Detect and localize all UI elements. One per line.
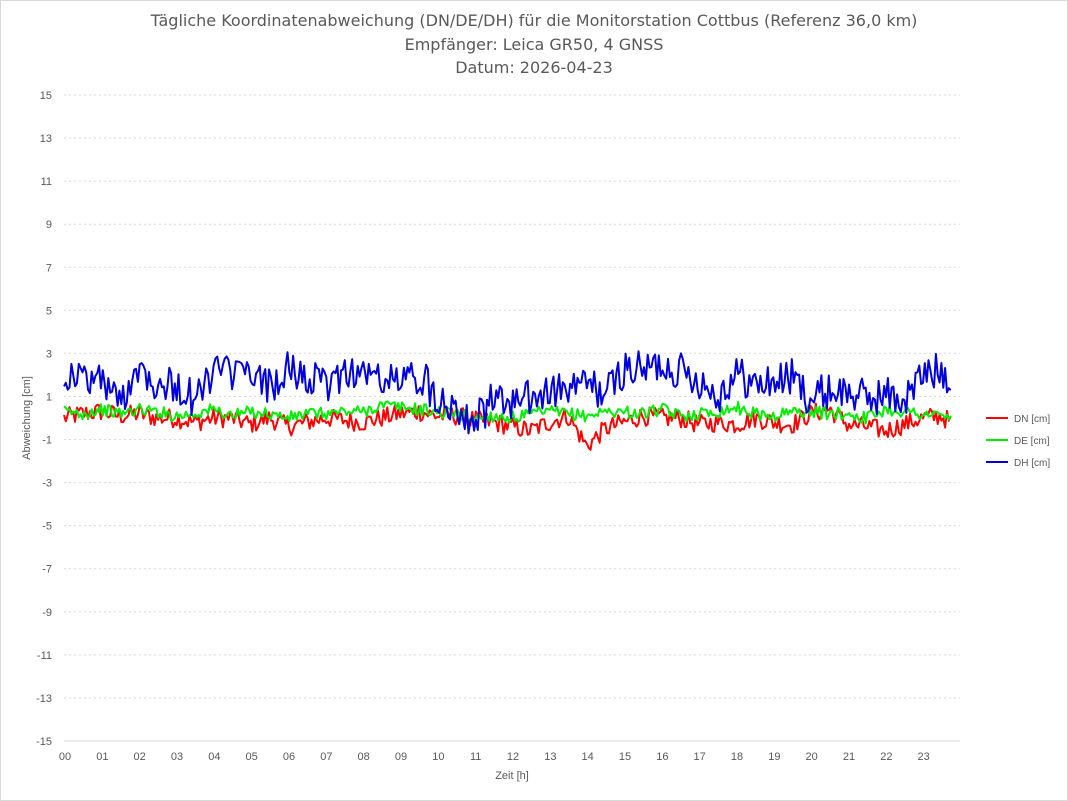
y-tick-label: -13 <box>36 693 52 705</box>
y-tick-label: 7 <box>46 262 52 274</box>
x-tick-label: 06 <box>283 751 295 763</box>
series-lines <box>63 350 952 451</box>
legend-label: DN [cm] <box>1014 414 1050 425</box>
y-axis-label: Abweichung [cm] <box>21 376 33 460</box>
x-tick-label: 01 <box>96 751 108 763</box>
series-line-dn <box>63 402 952 451</box>
y-tick-label: 1 <box>46 391 52 403</box>
y-tick-label: 15 <box>40 90 52 102</box>
y-tick-label: 9 <box>46 219 52 231</box>
x-tick-label: 17 <box>694 751 706 763</box>
legend: DN [cm] DE [cm] DH [cm] <box>986 414 1050 469</box>
y-tick-label: 5 <box>46 305 52 317</box>
chart-title-line-2: Empfänger: Leica GR50, 4 GNSS <box>404 35 664 54</box>
x-tick-label: 05 <box>246 751 258 763</box>
x-tick-label: 16 <box>656 751 668 763</box>
x-tick-label: 19 <box>768 751 780 763</box>
legend-label: DH [cm] <box>1014 458 1050 469</box>
x-tick-label: 02 <box>134 751 146 763</box>
grid-lines <box>64 94 960 742</box>
y-tick-label: -7 <box>42 564 52 576</box>
y-tick-label: -9 <box>42 607 52 619</box>
x-tick-label: 22 <box>880 751 892 763</box>
x-tick-label: 03 <box>171 751 183 763</box>
series-line-dh <box>63 350 952 435</box>
x-tick-label: 07 <box>320 751 332 763</box>
y-tick-label: 3 <box>46 348 52 360</box>
x-tick-label: 10 <box>432 751 444 763</box>
x-tick-label: 11 <box>470 751 481 763</box>
legend-label: DE [cm] <box>1014 436 1050 447</box>
x-tick-label: 15 <box>619 751 631 763</box>
y-tick-labels: 15 13 11 9 7 5 3 1 -1 -3 -5 -7 -9 -11 -13 -15 <box>36 90 52 748</box>
x-axis-label: Zeit [h] <box>495 770 529 782</box>
y-tick-label: -5 <box>42 521 52 533</box>
x-tick-label: 12 <box>507 751 519 763</box>
y-tick-label: -11 <box>37 650 52 662</box>
chart-title-line-3: Datum: 2026-04-23 <box>455 58 613 77</box>
x-tick-labels: 00 01 02 03 04 05 06 07 08 09 10 11 12 13 14 15 16 17 18 19… <box>59 751 930 763</box>
series-line-de <box>63 400 952 425</box>
x-tick-label: 08 <box>358 751 370 763</box>
x-tick-label: 20 <box>806 751 818 763</box>
x-tick-label: 00 <box>59 751 71 763</box>
x-tick-label: 09 <box>395 751 407 763</box>
y-tick-label: -1 <box>42 435 52 447</box>
x-tick-label: 21 <box>843 751 855 763</box>
x-tick-label: 18 <box>731 751 743 763</box>
x-tick-label: 13 <box>544 751 556 763</box>
y-tick-label: 11 <box>41 176 52 188</box>
y-tick-label: -3 <box>42 478 52 490</box>
chart-title-line-1: Tägliche Koordinatenabweichung (DN/DE/DH… <box>150 11 918 30</box>
y-tick-label: 13 <box>40 133 52 145</box>
x-tick-label: 14 <box>582 751 594 763</box>
x-tick-label: 04 <box>208 751 220 763</box>
x-tick-label: 23 <box>918 751 930 763</box>
y-tick-label: -15 <box>36 736 52 748</box>
